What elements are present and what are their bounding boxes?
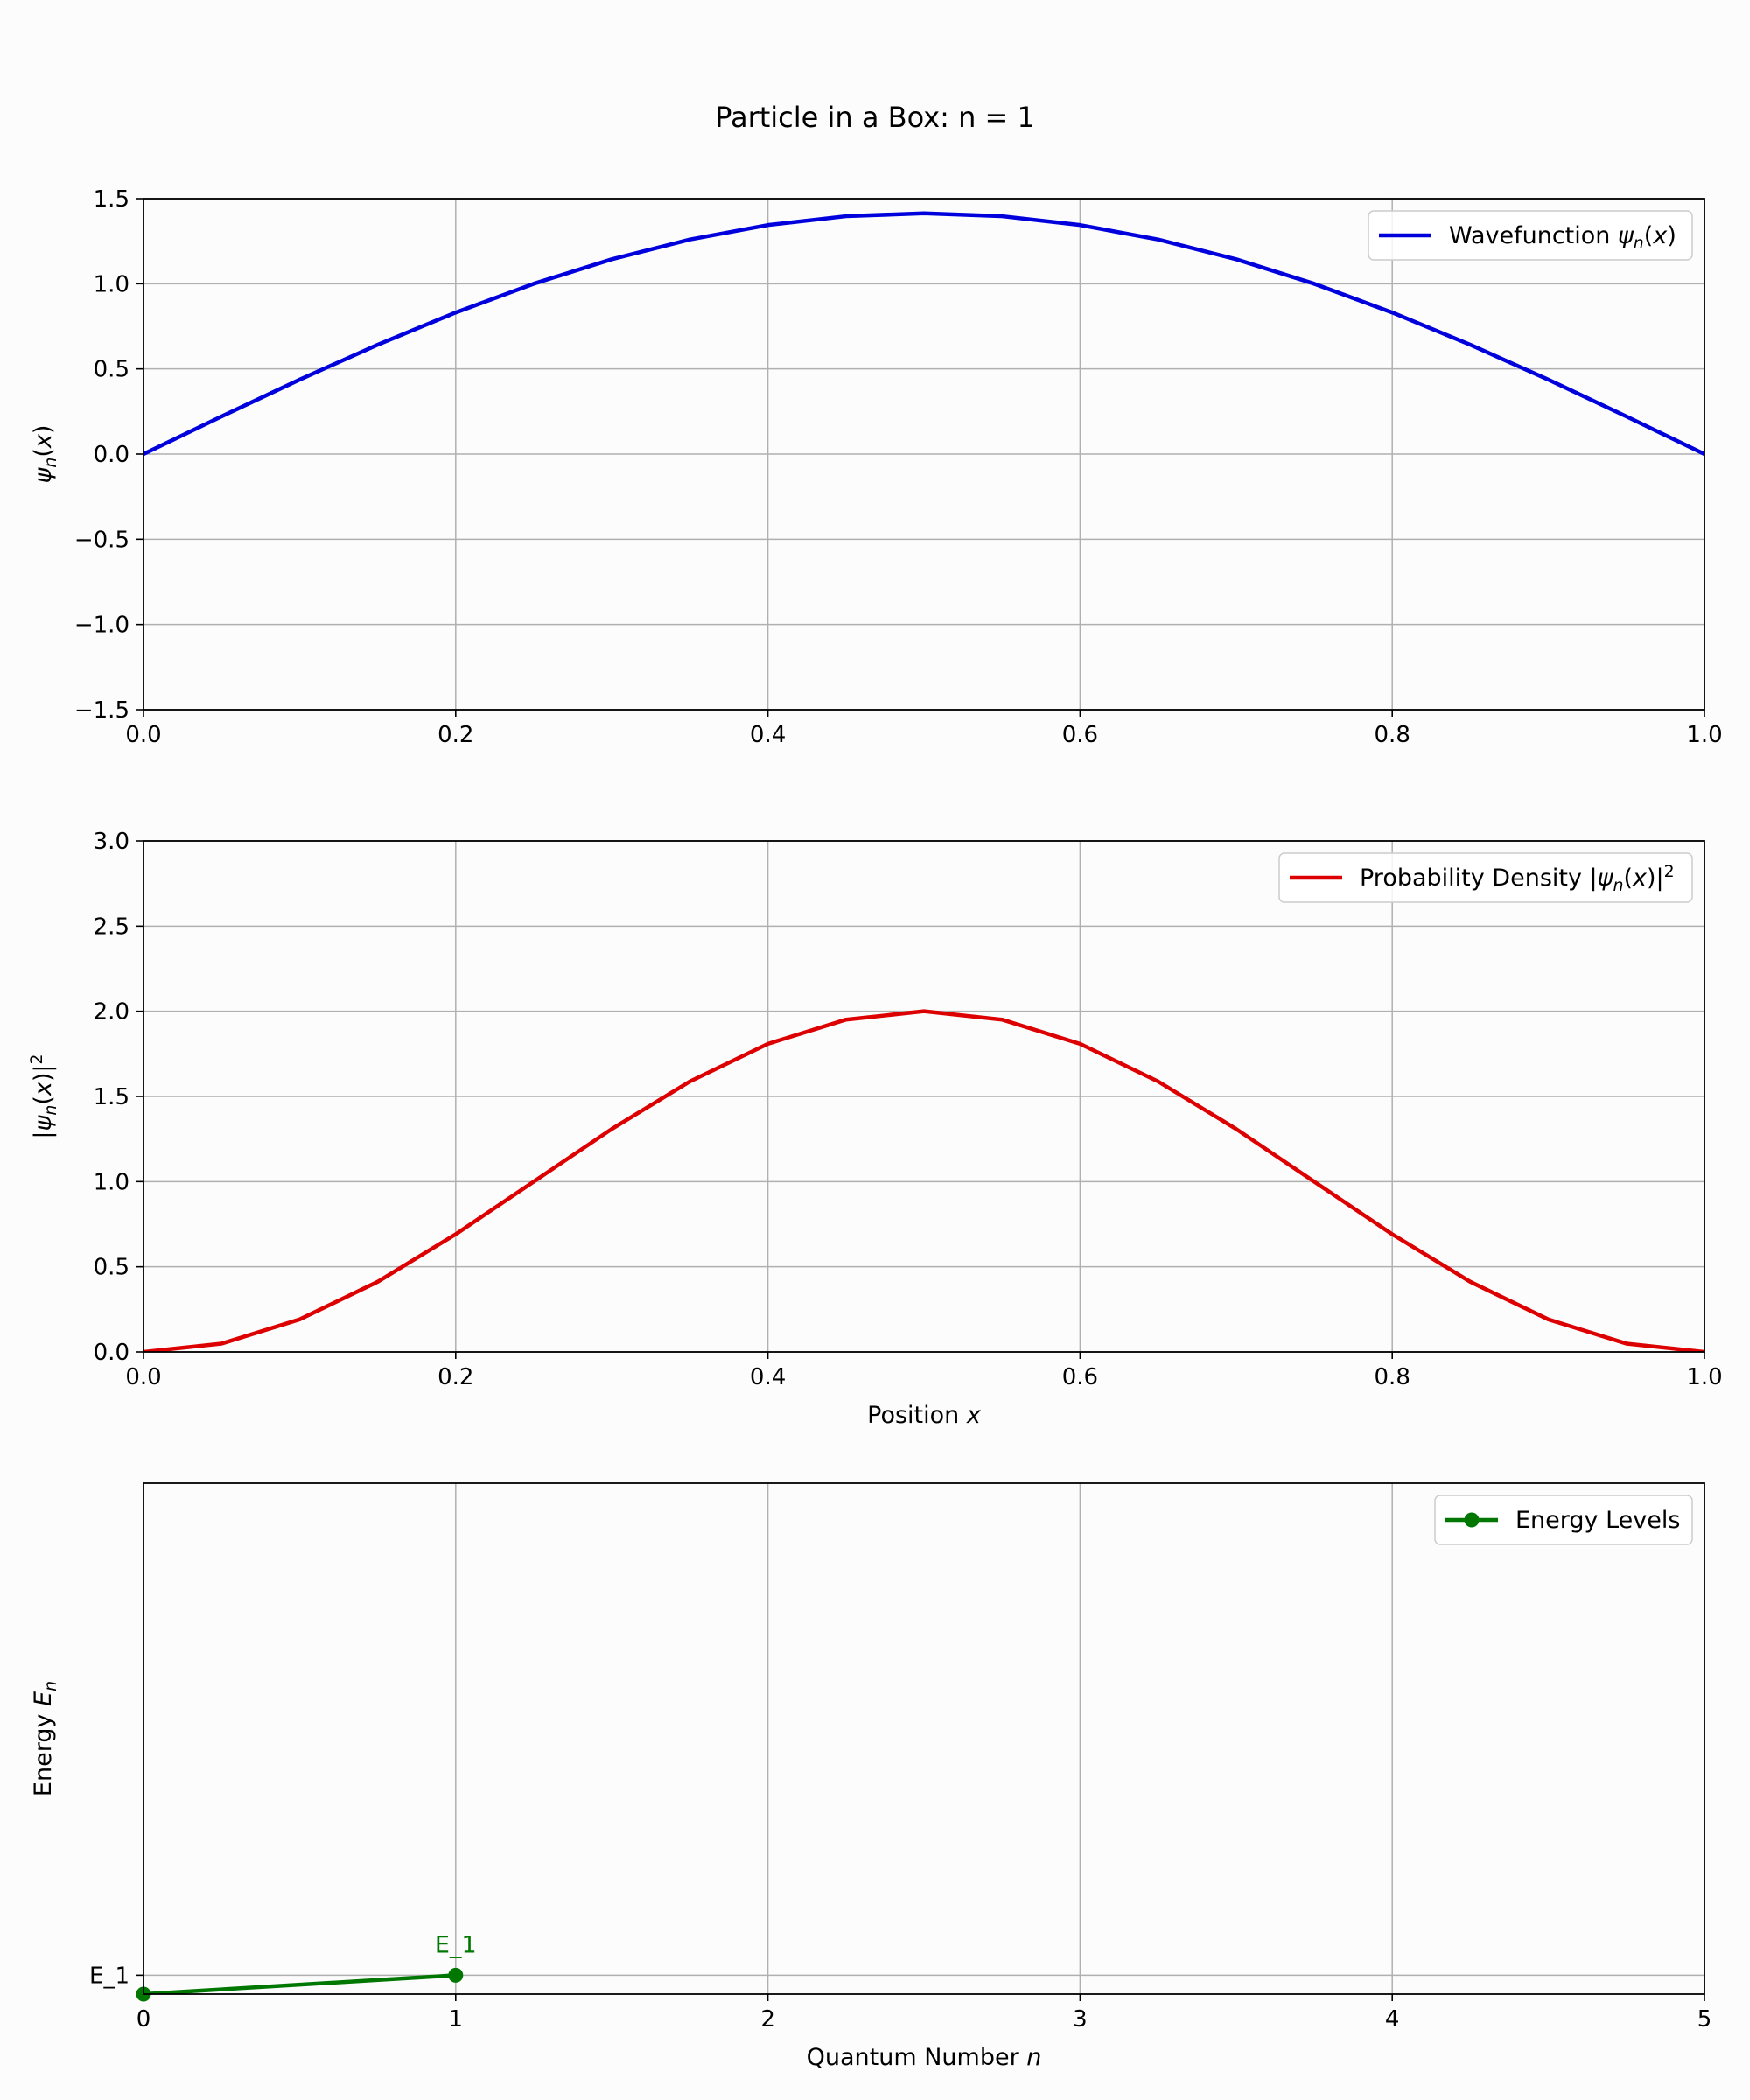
probability-ytick-label-2: 1.0 — [94, 1169, 130, 1195]
wavefunction-xtick-label-0: 0.0 — [125, 722, 161, 748]
wavefunction-legend: Wavefunction ψn(x) — [1368, 210, 1693, 261]
wavefunction-legend-label-prefix: Wavefunction — [1449, 222, 1618, 249]
probability-xtick-label-4: 0.8 — [1375, 1364, 1410, 1390]
probability-legend-label-symbol: ψ — [1598, 864, 1614, 892]
probability-xtick-label-0: 0.0 — [125, 1364, 161, 1390]
wavefunction-ylabel-suffix-end: ) — [30, 425, 57, 435]
wavefunction-xtick-label-3: 0.6 — [1062, 722, 1098, 748]
energy-ylabel-prefix: Energy — [30, 1706, 57, 1796]
energy-point-1 — [448, 1967, 464, 1983]
probability-ytick-label-6: 3.0 — [94, 829, 130, 855]
energy-ylabel: Energy En — [30, 1681, 60, 1796]
energy-legend: Energy Levels — [1434, 1494, 1693, 1545]
probability-xlabel-prefix: Position — [867, 1402, 967, 1429]
energy-xtick-label-0: 0 — [136, 2006, 151, 2033]
probability-ylabel-suffix-end: )| — [30, 1064, 57, 1082]
wavefunction-legend-label-symbol: ψ — [1618, 222, 1634, 249]
energy-series-line-0 — [144, 1973, 456, 1994]
wavefunction-ytick-label-0: −1.5 — [74, 697, 130, 724]
wavefunction-xtick-label-5: 1.0 — [1686, 722, 1722, 748]
probability-ytick-label-3: 1.5 — [94, 1084, 130, 1110]
wavefunction-xtick-label-4: 0.8 — [1375, 722, 1410, 748]
probability-xtick-label-5: 1.0 — [1686, 1364, 1722, 1390]
energy-ytick-label-0: E_1 — [89, 1963, 130, 1989]
wavefunction-axes-frame — [143, 198, 1705, 710]
energy-xlabel-italic: n — [1026, 2044, 1041, 2071]
wavefunction-ylabel-x: x — [30, 433, 57, 449]
energy-xtick-label-5: 5 — [1698, 2006, 1712, 2033]
probability-xlabel-italic: x — [966, 1402, 982, 1429]
probability-ylabel: |ψn(x)|2 — [27, 1054, 60, 1138]
probability-legend: Probability Density |ψn(x)|2 — [1278, 852, 1693, 903]
energy-ylabel-italic: E — [30, 1691, 57, 1706]
probability-legend-label-subscript: n — [1613, 876, 1623, 895]
probability-ylabel-superscript: 2 — [27, 1054, 46, 1064]
wavefunction-xtick-label-1: 0.2 — [438, 722, 473, 748]
energy-legend-box — [1434, 1494, 1693, 1545]
wavefunction-ytick-label-3: 0.0 — [94, 442, 130, 468]
probability-ylabel-subscript: n — [41, 1105, 60, 1116]
energy-annotation-0: E_1 — [435, 1931, 477, 1958]
wavefunction-ytick-label-4: 0.5 — [94, 357, 130, 383]
energy-legend-label: Energy Levels — [1516, 1507, 1680, 1534]
wavefunction-legend-label-suffix: ( — [1644, 222, 1654, 249]
probability-legend-label-superscript: 2 — [1664, 862, 1675, 881]
probability-legend-label-x: x — [1632, 864, 1648, 892]
energy-xlabel: Quantum Number n — [807, 2044, 1042, 2071]
wavefunction-ylabel-subscript: n — [41, 458, 60, 468]
probability-xtick-label-2: 0.4 — [750, 1364, 786, 1390]
probability-ylabel-symbol: ψ — [30, 1114, 57, 1130]
wavefunction-ytick-label-1: −1.0 — [74, 612, 130, 639]
energy-xtick-label-3: 3 — [1073, 2006, 1088, 2033]
figure-title: Particle in a Box: n = 1 — [715, 101, 1035, 134]
wavefunction-ylabel-symbol: ψ — [30, 466, 57, 483]
wavefunction-ytick-label-6: 1.5 — [94, 186, 130, 213]
energy-xtick-label-1: 1 — [449, 2006, 464, 2033]
wavefunction-legend-label-subscript: n — [1634, 234, 1644, 253]
wavefunction-panel: 0.0 0.2 0.4 0.6 0.8 1.0 −1.5 −1.0 −0.5 0.0 0.5 1.0 1… — [30, 186, 1723, 748]
probability-legend-label-prefix: Probability Density | — [1360, 864, 1598, 892]
probability-density-panel: 0.0 0.2 0.4 0.6 0.8 1.0 0.0 0.5 1.0 1.5 2.0 2.5 3.0 |… — [27, 829, 1723, 1429]
probability-ylabel-x: x — [30, 1081, 57, 1096]
wavefunction-ytick-label-5: 1.0 — [94, 271, 130, 298]
wavefunction-legend-label-suffix-end: ) — [1667, 222, 1676, 249]
wavefunction-ylabel: ψn(x) — [30, 425, 60, 484]
energy-xtick-label-2: 2 — [760, 2006, 775, 2033]
probability-legend-label-suffix-end: )| — [1647, 864, 1664, 892]
probability-axes-frame — [143, 840, 1705, 1353]
probability-series-line-0 — [144, 1009, 1704, 1352]
probability-ylabel-suffix: ( — [30, 1096, 57, 1105]
probability-xtick-label-1: 0.2 — [438, 1364, 473, 1390]
wavefunction-series-line-0 — [144, 211, 1704, 457]
probability-xtick-label-3: 0.6 — [1062, 1364, 1098, 1390]
probability-legend-box — [1278, 852, 1693, 903]
probability-ytick-label-4: 2.0 — [94, 999, 130, 1026]
energy-legend-label-text: Energy Levels — [1516, 1507, 1680, 1534]
probability-ytick-label-1: 0.5 — [94, 1255, 130, 1281]
wavefunction-ylabel-suffix: ( — [30, 448, 57, 458]
probability-ylabel-prefix: | — [30, 1130, 57, 1138]
probability-ytick-label-0: 0.0 — [94, 1340, 130, 1366]
wavefunction-ytick-label-2: −0.5 — [74, 527, 130, 553]
wavefunction-legend-box — [1368, 210, 1693, 261]
energy-xlabel-prefix: Quantum Number — [807, 2044, 1027, 2071]
probability-xlabel: Position x — [867, 1402, 982, 1429]
probability-ytick-label-5: 2.5 — [94, 914, 130, 940]
wavefunction-legend-label: Wavefunction ψn(x) — [1449, 222, 1676, 253]
wavefunction-legend-label-x: x — [1652, 222, 1668, 249]
probability-legend-label-suffix: ( — [1623, 864, 1633, 892]
energy-xtick-label-4: 4 — [1385, 2006, 1400, 2033]
energy-axes-frame — [143, 1482, 1705, 1995]
wavefunction-xtick-label-2: 0.4 — [750, 722, 786, 748]
energy-legend-marker — [1464, 1512, 1480, 1528]
energy-ylabel-subscript: n — [41, 1681, 60, 1691]
probability-legend-label: Probability Density |ψn(x)|2 — [1360, 862, 1675, 895]
